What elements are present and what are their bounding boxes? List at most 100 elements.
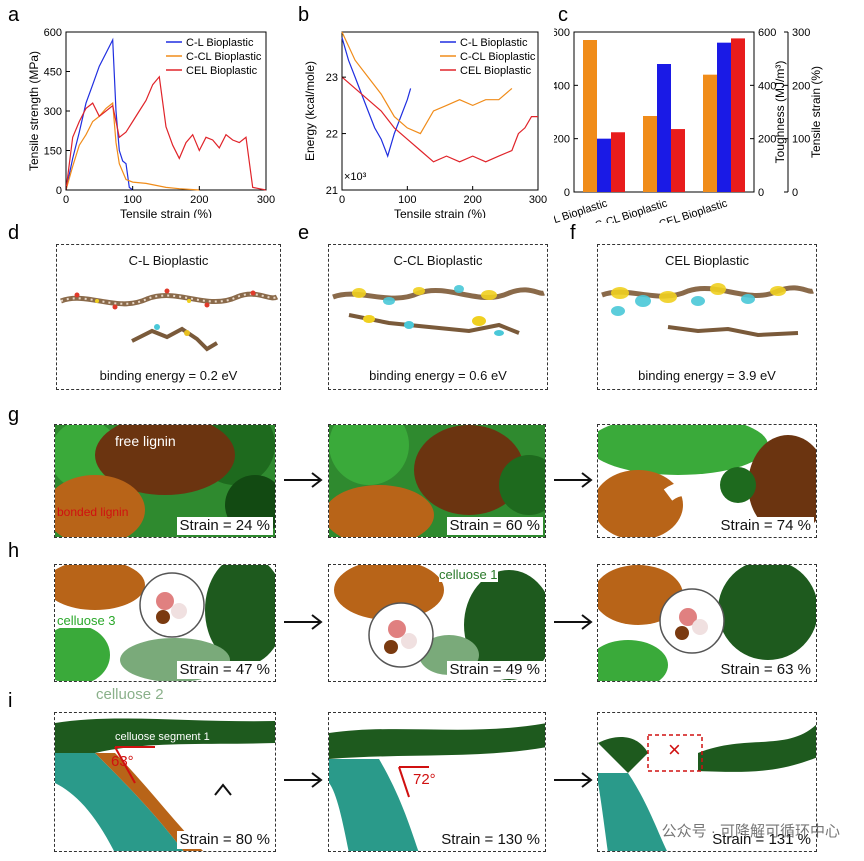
molecule-ccl-image: [332, 285, 545, 336]
free-lignin-label: free lignin: [115, 433, 176, 449]
sim-i-1: celluose segment 1 celluose segment 2 63…: [54, 712, 276, 852]
strain-label: Strain = 131 %: [709, 831, 814, 849]
y-tick-label: 0: [564, 187, 570, 199]
y-tick-label: 300: [792, 27, 810, 39]
y-tick-label: 0: [56, 185, 62, 197]
mol-title: C-CL Bioplastic: [393, 253, 483, 268]
y-tick-label: 450: [44, 67, 62, 79]
legend-entry: CEL Bioplastic: [186, 65, 258, 77]
sim-h-1: celluose 3 Strain = 47 %: [54, 564, 276, 682]
y-tick-label: 600: [758, 27, 776, 39]
bar: [703, 74, 717, 192]
series-line-1: [65, 101, 200, 191]
lignin-sim-image: [55, 425, 275, 537]
lignin-sim-image: [329, 425, 545, 537]
legend-entry: CEL Bioplastic: [460, 65, 532, 77]
arrow-right-icon: [554, 772, 593, 788]
angle-label: 72°: [413, 771, 436, 788]
x-tick-label: 200: [190, 194, 208, 206]
x-axis-title: Tensile strain (%): [120, 207, 212, 218]
strain-label: Strain = 63 %: [717, 661, 814, 679]
strain-label: Strain = 80 %: [176, 831, 273, 849]
y-axis-title: Toughness (MJ/m³): [773, 61, 787, 164]
segment-sim-image: [329, 713, 545, 851]
sim-g-3: Strain = 74 %: [597, 424, 817, 538]
legend-entry: C-L Bioplastic: [460, 37, 528, 49]
segment-sim-image: [598, 713, 816, 851]
bonded-lignin-label: bonded lignin: [57, 505, 129, 519]
y-tick-label: 400: [554, 80, 570, 92]
y-tick-label: 22: [326, 129, 338, 141]
bar: [643, 116, 657, 192]
watermark: 公众号 · 可降解可循环中心: [661, 823, 840, 840]
mol-title: CEL Bioplastic: [664, 253, 750, 268]
mol-panel-e: C-CL Bioplastic binding energy = 0.6 eV: [328, 244, 548, 390]
x-tick-label: 200: [463, 194, 481, 206]
x-tick-label: 300: [529, 194, 547, 206]
arrow-right-icon: [284, 614, 323, 630]
panel-label-i: i: [8, 690, 13, 712]
y-tick-label: 200: [758, 134, 776, 146]
mol-panel-f: CEL Bioplastic binding energy = 3.9 eV: [597, 244, 817, 390]
arrow-right-icon: [284, 472, 323, 488]
segment-sim-image: [55, 713, 275, 851]
y-tick-label: 200: [554, 134, 570, 146]
y-axis-title: Tensile strength (MPa): [27, 51, 41, 171]
sim-i-3: × Strain = 131 %: [597, 712, 817, 852]
panel-label-a: a: [8, 4, 20, 26]
strain-label: Strain = 130 %: [438, 831, 543, 849]
arrow-right-icon: [554, 614, 593, 630]
x-tick-label: 100: [123, 194, 141, 206]
strain-label: Strain = 49 %: [446, 661, 543, 679]
panel-label-f: f: [570, 222, 576, 244]
panel-label-h: h: [8, 540, 20, 562]
series-line-0: [341, 37, 412, 158]
cellulose-1-label: celluose 1: [439, 567, 498, 582]
y-tick-label: 400: [758, 80, 776, 92]
bar: [583, 40, 597, 192]
break-mark-icon: ×: [668, 737, 681, 762]
y-tick-label: 23: [326, 72, 338, 84]
legend-entry: C-CL Bioplastic: [186, 51, 262, 63]
strain-label: Strain = 74 %: [717, 517, 814, 535]
strain-label: Strain = 60 %: [446, 517, 543, 535]
cellulose-2-label: celluose 2: [96, 686, 164, 703]
bar: [731, 38, 745, 193]
series-line-2: [341, 76, 538, 163]
angle-label: 63°: [111, 753, 134, 770]
y-tick-label: 600: [554, 27, 570, 39]
sim-g-2: Strain = 60 %: [328, 424, 546, 538]
x-axis-title: Tensile strain (%): [394, 207, 486, 218]
y-tick-label: 300: [44, 106, 62, 118]
cellulose-3-label: celluose 3: [57, 613, 116, 628]
x-tick-label: CEL Bioplastic: [658, 197, 730, 223]
molecule-cel-image: [601, 283, 814, 338]
panel-label-b: b: [298, 4, 310, 26]
chart-a-tensile-strength: 0 100 200 300 0 150 300 450 600 Tensile strain (%…: [27, 27, 275, 218]
x-tick-label: 0: [63, 194, 69, 206]
mol-title: C-L Bioplastic: [128, 253, 209, 268]
arrow-right-icon: [554, 472, 593, 488]
y-axis-title: Energy (kcal/mole): [303, 61, 317, 161]
bar: [671, 129, 685, 192]
bar: [597, 138, 611, 192]
y-tick-label: 0: [792, 187, 798, 199]
chart-b-energy: 0 100 200 300 21 22 23 Tensile strain (%) Energy…: [303, 31, 547, 218]
molecule-cl-image: [60, 288, 279, 352]
mol-panel-d: C-L Bioplastic binding energy = 0.2 eV: [56, 244, 281, 390]
y-tick-label: 600: [44, 27, 62, 39]
binding-energy: binding energy = 0.6 eV: [369, 368, 507, 383]
strain-label: Strain = 47 %: [176, 661, 273, 679]
x-tick-label: 0: [339, 194, 345, 206]
panel-label-d: d: [8, 222, 20, 244]
bar: [611, 132, 625, 192]
x-tick-label: 100: [398, 194, 416, 206]
sim-h-2: celluose 1 Strain = 49 %: [328, 564, 546, 682]
y-tick-label: 200: [792, 80, 810, 92]
y-tick-label: 21: [326, 185, 338, 197]
x-tick-label: 300: [257, 194, 275, 206]
sim-g-1: free lignin bonded lignin Strain = 24 %: [54, 424, 276, 538]
series-line-0: [65, 37, 134, 191]
plot-frame: [341, 31, 539, 191]
